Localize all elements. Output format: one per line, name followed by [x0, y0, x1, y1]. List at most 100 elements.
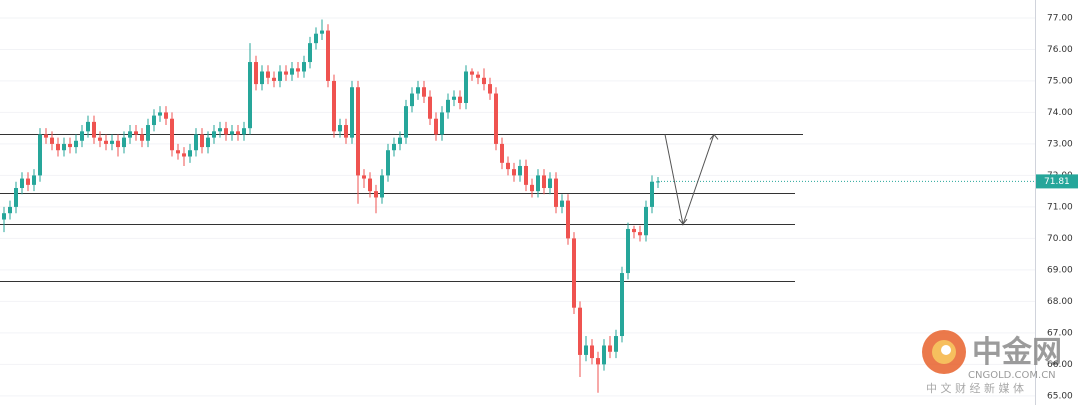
candle-body	[32, 175, 36, 185]
candle-body	[380, 175, 384, 198]
candle-body	[182, 153, 186, 157]
candle-body	[518, 165, 522, 176]
candle-body	[344, 125, 348, 138]
candle-body	[440, 112, 444, 135]
candle-body	[578, 307, 582, 355]
y-tick-label: 69.00	[1047, 265, 1073, 275]
projection-arrowhead	[709, 133, 719, 140]
candle-body	[590, 345, 594, 359]
candle-body	[86, 121, 90, 132]
candle-body	[452, 96, 456, 100]
candle-body	[176, 150, 180, 154]
candle-body	[50, 137, 54, 144]
candle-body	[158, 112, 162, 116]
candle-body	[620, 273, 624, 337]
y-tick-label: 75.00	[1047, 76, 1073, 86]
candle-body	[14, 188, 18, 207]
y-tick-label: 76.00	[1047, 45, 1073, 55]
candle-body	[332, 80, 336, 132]
last-price-label: 71.81	[1044, 177, 1070, 187]
candle-body	[422, 87, 426, 97]
last-price-box	[1036, 174, 1078, 189]
candle-body	[242, 128, 246, 135]
candle-body	[356, 87, 360, 176]
candle-body	[368, 178, 372, 192]
candle-body	[638, 232, 642, 236]
candle-body	[266, 71, 270, 78]
candle-body	[134, 131, 138, 135]
candle-body	[560, 200, 564, 207]
candle-body	[374, 191, 378, 198]
candle-body	[236, 131, 240, 135]
candle-body	[530, 184, 534, 192]
logo-site: CNGOLD.COM.CN	[968, 370, 1056, 381]
projection-arrowhead	[678, 218, 688, 226]
logo-slogan: 中 文 财 经 新 媒 体	[926, 381, 1024, 395]
y-tick-label: 67.00	[1047, 328, 1073, 338]
candle-body	[146, 125, 150, 141]
candle-body	[488, 84, 492, 94]
candle-body	[152, 115, 156, 126]
candle-body	[398, 137, 402, 144]
candle-body	[20, 178, 24, 189]
candle-body	[164, 112, 168, 119]
candle-body	[284, 71, 288, 75]
candle-body	[410, 93, 414, 107]
candle-body	[506, 162, 510, 170]
y-tick-label: 66.00	[1047, 360, 1073, 370]
candle-body	[416, 87, 420, 94]
candle-body	[596, 358, 600, 365]
candle-body	[290, 68, 294, 75]
candle-body	[350, 87, 354, 138]
candle-body	[434, 118, 438, 135]
candle-body	[26, 178, 30, 185]
y-tick-label: 74.00	[1047, 108, 1073, 118]
candle-body	[446, 99, 450, 113]
candle-body	[302, 62, 306, 72]
y-tick-label: 68.00	[1047, 297, 1073, 307]
candle-body	[482, 77, 486, 85]
candle-body	[320, 30, 324, 34]
candle-body	[386, 150, 390, 176]
candle-body	[218, 128, 222, 132]
candle-body	[140, 134, 144, 141]
candle-body	[62, 143, 66, 151]
candle-body	[278, 71, 282, 81]
candle-body	[326, 30, 330, 81]
candle-body	[44, 134, 48, 138]
candle-body	[170, 118, 174, 151]
logo-text: 中金网	[972, 335, 1062, 370]
watermark: 中金网 CNGOLD.COM.CN 中 文 财 经 新 媒 体	[922, 330, 1062, 395]
candle-body	[392, 143, 396, 151]
candle-body	[566, 200, 570, 239]
candle-body	[632, 228, 636, 233]
y-tick-label: 77.00	[1047, 13, 1073, 23]
candle-body	[98, 137, 102, 141]
candle-body	[104, 140, 108, 144]
candle-body	[212, 131, 216, 138]
candle-body	[206, 137, 210, 148]
candle-body	[116, 140, 120, 148]
candle-body	[122, 137, 126, 148]
candle-body	[500, 143, 504, 163]
candle-body	[464, 71, 468, 103]
logo-dot	[941, 345, 951, 355]
candle-body	[260, 71, 264, 85]
candle-body	[200, 134, 204, 148]
candle-body	[512, 169, 516, 176]
y-tick-label: 73.00	[1047, 139, 1073, 149]
candle-body	[128, 131, 132, 138]
candle-body	[254, 62, 258, 85]
candle-body	[56, 143, 60, 151]
candle-body	[80, 131, 84, 141]
candle-body	[536, 175, 540, 192]
candle-body	[524, 165, 528, 185]
candle-body	[194, 134, 198, 151]
candle-body	[608, 345, 612, 352]
candle-body	[362, 175, 366, 179]
candle-body	[404, 106, 408, 138]
y-tick-label: 71.00	[1047, 202, 1073, 212]
candle-body	[572, 238, 576, 308]
